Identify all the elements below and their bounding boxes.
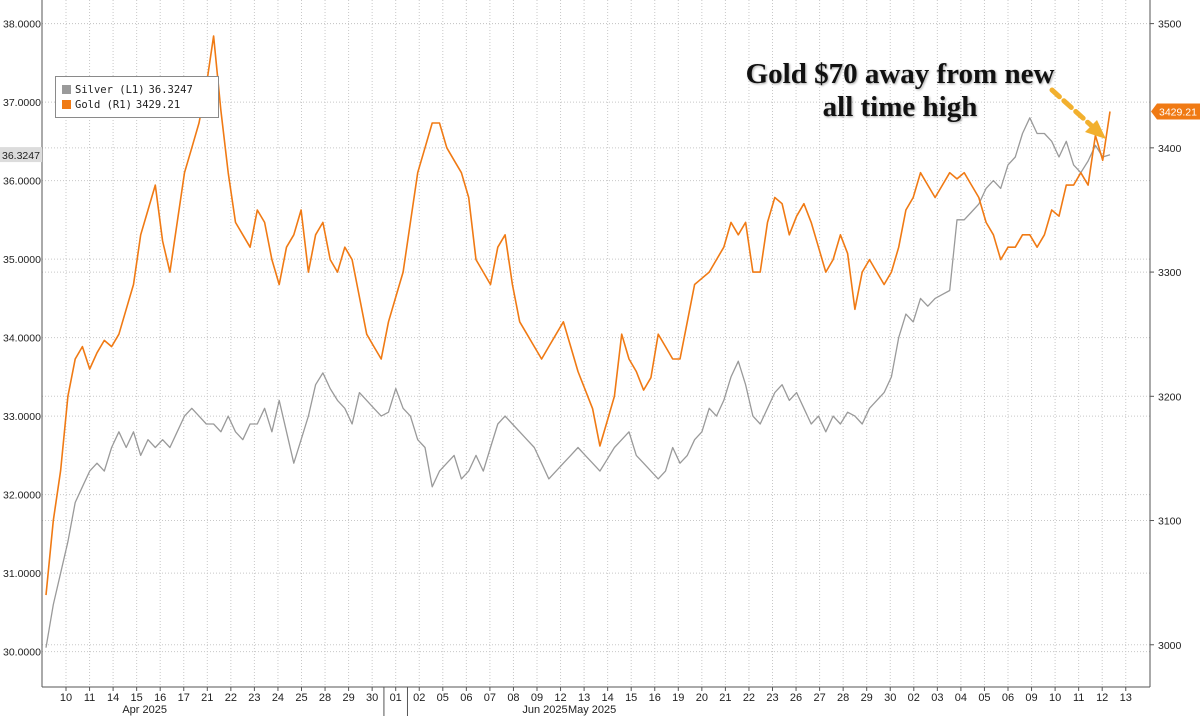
last-value-markers: 36.3247 3429.21 bbox=[0, 103, 1200, 163]
x-tick-label: 05 bbox=[437, 692, 449, 704]
x-tick-label: 05 bbox=[978, 692, 990, 704]
x-tick-label: 01 bbox=[390, 692, 402, 704]
x-tick-label: 21 bbox=[719, 692, 731, 704]
annotation-line-2: all time high bbox=[822, 91, 978, 123]
arrow-head bbox=[1085, 120, 1106, 139]
x-tick-label: 09 bbox=[531, 692, 543, 704]
x-tick-label: 11 bbox=[1073, 692, 1084, 704]
legend-label-silver: Silver (L1) bbox=[75, 83, 145, 96]
silver-last-value-box bbox=[0, 147, 42, 163]
left-axis-label: 31.0000 bbox=[3, 568, 41, 580]
legend-value-gold: 3429.21 bbox=[135, 98, 181, 111]
left-axis-label: 37.0000 bbox=[3, 97, 41, 109]
x-tick-label: 30 bbox=[884, 692, 896, 704]
legend-swatch-gold bbox=[62, 100, 71, 109]
arrow-shaft bbox=[1049, 87, 1097, 131]
x-tick-label: 26 bbox=[790, 692, 802, 704]
right-axis-label: 3500 bbox=[1158, 19, 1182, 31]
gold-series-line bbox=[45, 35, 1111, 596]
legend-value-silver: 36.3247 bbox=[148, 83, 193, 96]
x-tick-label: 17 bbox=[178, 692, 190, 704]
x-tick-label: 19 bbox=[672, 692, 684, 704]
x-tick-label: 12 bbox=[1096, 692, 1108, 704]
x-tick-label: 22 bbox=[225, 692, 237, 704]
left-axis-label: 36.0000 bbox=[3, 176, 41, 188]
silver-last-value-label: 36.3247 bbox=[2, 150, 40, 162]
x-tick-label: 12 bbox=[554, 692, 566, 704]
x-tick-label: 13 bbox=[1120, 692, 1132, 704]
left-axis-label: 33.0000 bbox=[3, 411, 41, 423]
series-lines bbox=[45, 35, 1111, 648]
x-tick-label: 28 bbox=[837, 692, 849, 704]
x-tick-label: 10 bbox=[1049, 692, 1061, 704]
x-tick-label: 25 bbox=[295, 692, 307, 704]
gold-last-value-label: 3429.21 bbox=[1159, 107, 1197, 119]
right-axis-label: 3200 bbox=[1158, 391, 1182, 403]
x-tick-label: 16 bbox=[649, 692, 661, 704]
plot-area bbox=[42, 0, 1150, 687]
left-axis-label: 30.0000 bbox=[3, 647, 41, 659]
x-tick-label: 15 bbox=[131, 692, 143, 704]
x-tick-label: 24 bbox=[272, 692, 284, 704]
x-tick-label: 13 bbox=[578, 692, 590, 704]
month-label: Jun 2025 bbox=[522, 704, 567, 716]
left-axis-label: 38.0000 bbox=[3, 19, 41, 31]
left-axis-label: 34.0000 bbox=[3, 333, 41, 345]
x-tick-label: 29 bbox=[342, 692, 354, 704]
x-tick-label: 30 bbox=[366, 692, 378, 704]
right-axis-label: 3000 bbox=[1158, 640, 1182, 652]
right-axis-label: 3400 bbox=[1158, 143, 1182, 155]
x-tick-label: 10 bbox=[60, 692, 72, 704]
annotation-arrow bbox=[1049, 87, 1106, 139]
x-tick-label: 16 bbox=[154, 692, 166, 704]
left-axis-label: 35.0000 bbox=[3, 254, 41, 266]
x-tick-label: 04 bbox=[955, 692, 967, 704]
x-tick-label: 07 bbox=[484, 692, 496, 704]
x-tick-label: 02 bbox=[908, 692, 920, 704]
x-tick-label: 21 bbox=[201, 692, 213, 704]
axes: 10 11 14 15 16 17 21 22 23 24 25 28 29 30 01 02 05 06 07 08… bbox=[3, 0, 1182, 716]
x-tick-label: 09 bbox=[1025, 692, 1037, 704]
x-tick-label: 14 bbox=[602, 692, 614, 704]
right-axis-label: 3300 bbox=[1158, 267, 1182, 279]
x-tick-label: 20 bbox=[696, 692, 708, 704]
silver-series-line bbox=[45, 117, 1111, 648]
x-tick-label: 08 bbox=[507, 692, 519, 704]
chart-annotation: Gold $70 away from new all time high bbox=[700, 58, 1100, 124]
legend-label-gold: Gold (R1) bbox=[75, 98, 132, 111]
x-tick-label: 23 bbox=[248, 692, 260, 704]
chart-legend: Silver (L1) 36.3247 Gold (R1) 3429.21 bbox=[55, 76, 219, 118]
x-tick-label: 23 bbox=[766, 692, 778, 704]
legend-swatch-silver bbox=[62, 85, 71, 94]
right-axis-label: 3100 bbox=[1158, 516, 1182, 528]
gold-last-value-box bbox=[1151, 103, 1200, 120]
legend-entry-gold: Gold (R1) 3429.21 bbox=[62, 97, 212, 112]
x-tick-label: 29 bbox=[861, 692, 873, 704]
x-tick-label: 14 bbox=[107, 692, 119, 704]
x-tick-label: 15 bbox=[625, 692, 637, 704]
x-tick-label: 11 bbox=[84, 692, 95, 704]
x-tick-label: 06 bbox=[460, 692, 472, 704]
x-tick-label: 06 bbox=[1002, 692, 1014, 704]
left-axis-label: 32.0000 bbox=[3, 490, 41, 502]
x-tick-label: 22 bbox=[743, 692, 755, 704]
x-tick-label: 03 bbox=[931, 692, 943, 704]
legend-entry-silver: Silver (L1) 36.3247 bbox=[62, 82, 212, 97]
x-tick-label: 27 bbox=[813, 692, 825, 704]
month-label: May 2025 bbox=[568, 704, 616, 716]
annotation-line-1: Gold $70 away from new bbox=[745, 58, 1055, 90]
x-tick-label: 02 bbox=[413, 692, 425, 704]
month-label: Apr 2025 bbox=[122, 704, 167, 716]
x-tick-label: 28 bbox=[319, 692, 331, 704]
